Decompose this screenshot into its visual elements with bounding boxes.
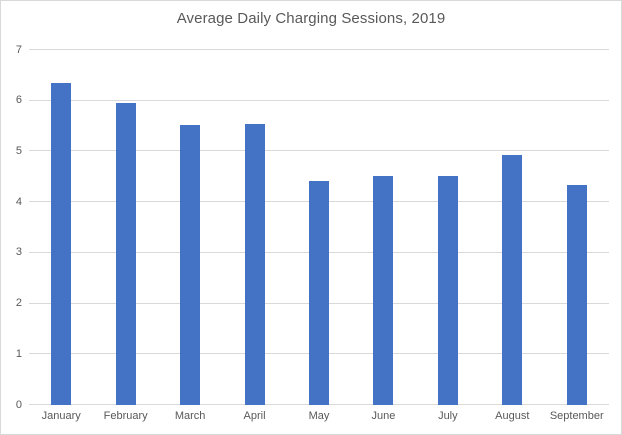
x-axis-label: April <box>243 410 266 422</box>
bar-may[interactable] <box>308 181 329 405</box>
y-axis-tick-label: 6 <box>15 94 22 107</box>
y-axis-tick-label: 2 <box>15 297 22 310</box>
bar-july[interactable] <box>437 176 458 405</box>
bar-series <box>29 50 609 405</box>
x-axis-label: July <box>438 410 458 422</box>
bar-slot <box>222 50 286 405</box>
y-axis-tick-label: 5 <box>15 144 22 157</box>
y-axis-tick-label: 3 <box>15 246 22 259</box>
y-axis: 0 1 2 3 4 5 6 7 <box>1 44 25 411</box>
gridline <box>29 99 609 101</box>
bar-slot <box>351 50 415 405</box>
bar-february[interactable] <box>115 102 136 405</box>
y-axis-tick-label: 0 <box>15 398 22 411</box>
bar-january[interactable] <box>51 83 72 405</box>
bar-slot <box>287 50 351 405</box>
bar-september[interactable] <box>566 185 587 405</box>
x-axis-label: September <box>549 410 604 422</box>
y-axis-tick-label: 4 <box>15 195 22 208</box>
x-axis-label: January <box>41 410 81 422</box>
bar-april[interactable] <box>244 123 265 405</box>
bar-june[interactable] <box>373 175 394 405</box>
x-axis-label: June <box>371 410 396 422</box>
x-axis-label: May <box>308 410 330 422</box>
x-axis-label: March <box>174 410 206 422</box>
gridline <box>29 150 609 152</box>
bar-slot <box>29 50 93 405</box>
bar-slot <box>480 50 544 405</box>
bar-slot <box>158 50 222 405</box>
bar-slot <box>416 50 480 405</box>
y-axis-tick-label: 1 <box>15 347 22 360</box>
plot-area <box>29 49 609 405</box>
bar-slot <box>545 50 609 405</box>
x-axis: January February March April May June July Augu… <box>29 410 609 422</box>
bar-march[interactable] <box>180 125 201 405</box>
gridline <box>29 49 609 50</box>
bar-august[interactable] <box>502 154 523 405</box>
y-axis-tick-label: 7 <box>15 43 22 56</box>
x-axis-label: August <box>495 410 530 422</box>
bar-slot <box>93 50 157 405</box>
x-axis-label: February <box>103 410 148 422</box>
chart-title: Average Daily Charging Sessions, 2019 <box>176 10 446 27</box>
